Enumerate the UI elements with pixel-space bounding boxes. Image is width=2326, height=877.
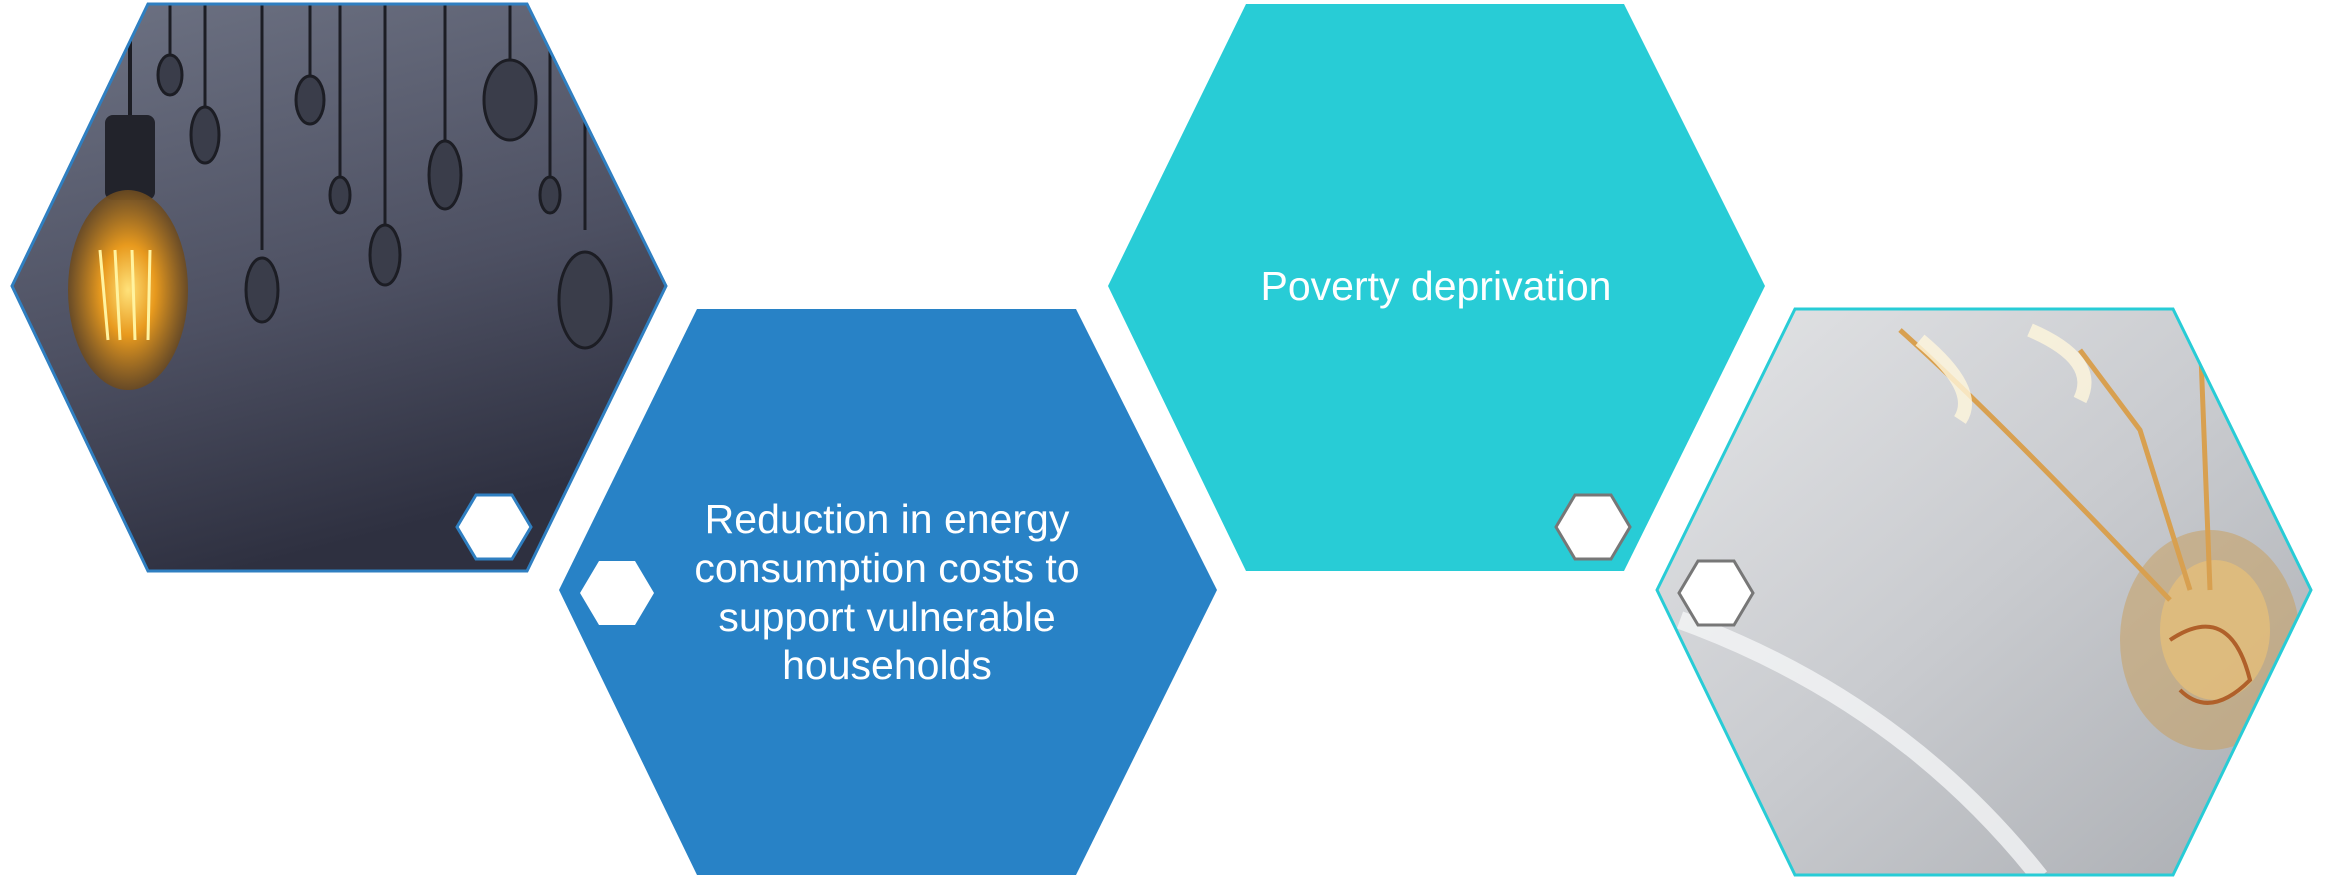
card-text: Reduction in energy: [705, 496, 1070, 542]
hexagon-card: [559, 309, 1217, 875]
card-text: consumption costs to: [694, 545, 1079, 591]
card-text: support vulnerable: [718, 594, 1055, 640]
hexagon-infographic: Reduction in energy consumption costs to…: [0, 0, 2326, 877]
card-text: households: [782, 642, 992, 688]
photo-bulbs-dark: [0, 0, 680, 580]
card-text: Poverty deprivation: [1261, 263, 1612, 309]
